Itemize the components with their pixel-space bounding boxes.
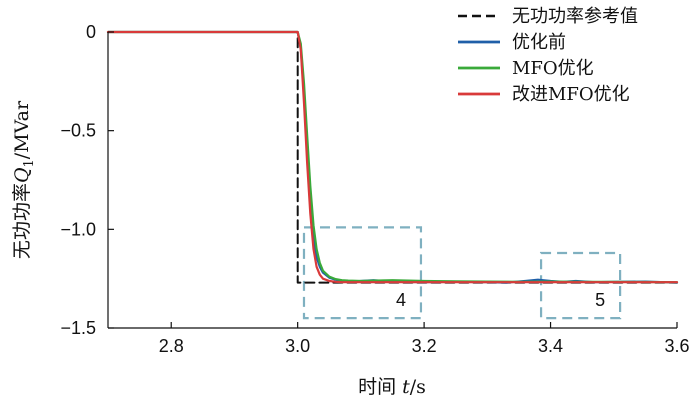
x-tick-label: 3.6 (664, 336, 689, 356)
x-tick-label: 3.0 (285, 336, 310, 356)
x-axis-title: 时间 t/s (358, 376, 426, 398)
x-tick-label: 3.4 (538, 336, 563, 356)
zoom-box-5 (539, 251, 622, 320)
x-axis-title-unit: /s (410, 376, 426, 398)
axes: 2.8 3.0 3.2 3.4 3.6 0 −0.5 −1.0 −1.5 (60, 22, 689, 356)
x-axis-title-var: t (402, 376, 410, 398)
y-axis-title-sub: 1 (22, 159, 37, 167)
legend-label-2: MFO优化 (512, 58, 594, 79)
series-lines (106, 30, 679, 284)
y-axis-title-var: Q (11, 167, 33, 183)
y-tick-label: −0.5 (60, 121, 96, 141)
x-tick-label: 3.2 (412, 336, 437, 356)
y-tick-label: 0 (86, 22, 96, 42)
legend-label-3: 改进MFO优化 (512, 84, 630, 105)
y-tick-label: −1.0 (60, 219, 96, 239)
x-axis-title-prefix: 时间 (358, 376, 402, 398)
x-tick-label: 2.8 (159, 336, 184, 356)
y-tick-label: −1.5 (60, 318, 96, 338)
y-axis-title-prefix: 无功功率 (11, 183, 33, 259)
zoom-box-4 (302, 226, 423, 320)
legend-label-1: 优化前 (512, 32, 566, 53)
zoom-box-label-5: 5 (595, 290, 605, 310)
zoom-box-label-4: 4 (396, 290, 406, 310)
legend-label-0: 无功功率参考值 (512, 6, 638, 27)
y-axis-title: 无功功率Q1/MVar (11, 100, 37, 259)
y-axis-title-unit: /MVar (11, 100, 33, 159)
series-line-3 (106, 30, 679, 284)
